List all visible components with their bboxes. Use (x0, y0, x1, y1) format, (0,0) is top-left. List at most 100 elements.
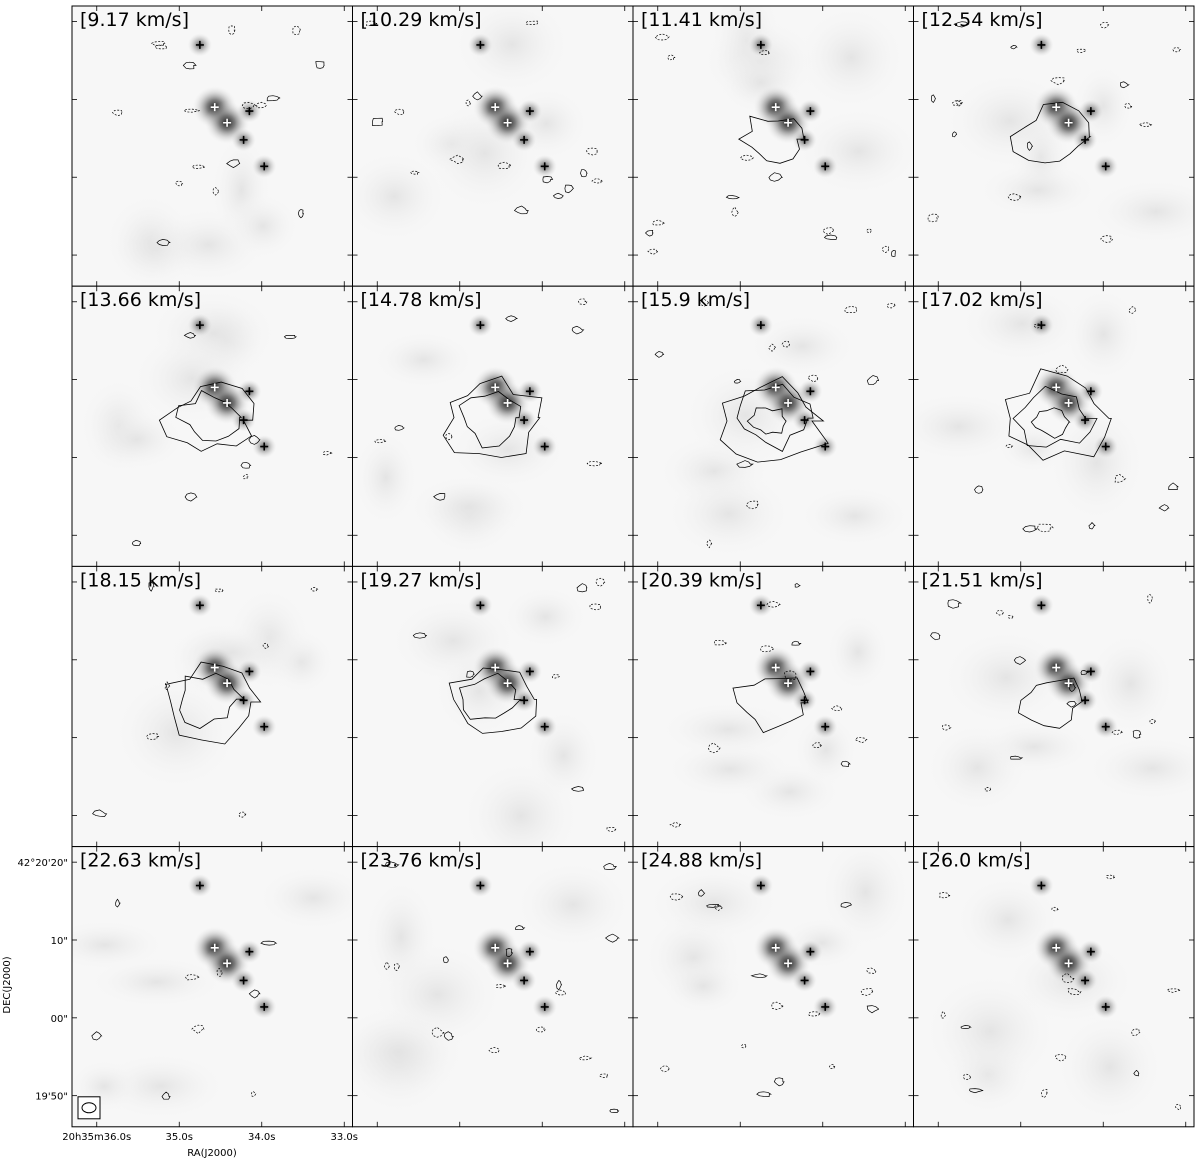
contour-dashed (212, 187, 220, 196)
source-marker (1101, 1002, 1110, 1011)
contour-dashed (927, 213, 940, 223)
source-marker (784, 959, 793, 968)
contour-dashed (366, 20, 379, 26)
contour-dashed (1131, 1028, 1142, 1036)
channel-panel: [21.51 km/s] (913, 565, 1195, 848)
contour-solid (576, 583, 588, 593)
contour-dashed (939, 892, 952, 899)
contour-solid (866, 375, 880, 386)
contour-dashed (741, 1043, 747, 1049)
source-marker (540, 162, 549, 171)
panel-grid: [9.17 km/s] [10.29 km/s] [11.41 km/s] [12.5… (71, 5, 1195, 1128)
contour-solid (183, 332, 197, 339)
source-marker (223, 398, 232, 407)
contour-solid (442, 375, 543, 458)
source-marker (1081, 696, 1090, 705)
contour-solid (570, 786, 584, 792)
contour-dashed (1051, 906, 1059, 912)
source-marker (806, 107, 815, 116)
contour-dashed (242, 474, 249, 480)
contour-solid (165, 661, 262, 745)
channel-panel: [24.88 km/s] (632, 846, 914, 1128)
contour-dashed (1114, 474, 1127, 483)
velocity-label: [14.78 km/s] (361, 289, 482, 311)
background-haze (448, 411, 568, 489)
contour-solid (746, 407, 787, 435)
x-tick-label: 20h35m36.0s (62, 1132, 131, 1143)
source-marker (195, 321, 204, 330)
contour-solid (443, 956, 449, 964)
source-marker (491, 663, 500, 672)
contour-dashed (150, 41, 166, 46)
contour-dashed (374, 438, 387, 444)
contour-solid (1158, 504, 1170, 512)
source-marker (1064, 118, 1073, 127)
contour-solid (240, 461, 252, 469)
contour-dashed (589, 603, 602, 611)
contour-dashed (647, 248, 659, 255)
contour-dashed (111, 109, 124, 117)
contour-dashed (1036, 523, 1054, 533)
background-haze (112, 674, 241, 791)
background-haze (452, 6, 572, 95)
source-marker (245, 107, 254, 116)
background-haze (72, 919, 166, 971)
source-marker (210, 663, 219, 672)
contour-solid (791, 640, 802, 646)
contour-dashed (812, 742, 823, 749)
contour-solid (736, 383, 814, 452)
velocity-label: [10.29 km/s] (361, 9, 482, 31)
source-marker (1086, 387, 1095, 396)
velocity-label: [23.76 km/s] (361, 850, 482, 872)
background-haze (793, 713, 859, 787)
source-marker (260, 162, 269, 171)
source-marker (1052, 103, 1061, 112)
contour-dashed (586, 461, 603, 467)
contour-dashed (578, 1055, 593, 1061)
contour-solid (394, 425, 405, 431)
source-marker (520, 135, 529, 144)
background-haze (796, 6, 907, 111)
contour-dashed (713, 640, 728, 646)
background-haze (1088, 178, 1194, 245)
contour-solid (1088, 521, 1096, 530)
source-marker (821, 162, 830, 171)
panel-frame (913, 846, 1195, 1128)
contour-dashed (940, 1010, 947, 1019)
contour-dashed (1147, 594, 1153, 604)
source-marker (1064, 679, 1073, 688)
channel-panel: [17.02 km/s] (913, 285, 1195, 567)
contour-dashed (886, 303, 897, 309)
contour-solid (1010, 45, 1018, 50)
source-marker (223, 118, 232, 127)
contour-dashed (241, 102, 257, 110)
contour-dashed (1054, 1054, 1068, 1062)
contour-solid (891, 250, 896, 257)
contour-solid (1022, 525, 1039, 533)
source-marker (1081, 135, 1090, 144)
source-marker (491, 943, 500, 952)
contour-solid (513, 205, 529, 215)
velocity-label: [24.88 km/s] (641, 850, 762, 872)
channel-panel: [12.54 km/s] (913, 5, 1195, 287)
contour-dashed (771, 1001, 785, 1010)
source-marker (520, 976, 529, 985)
contour-solid (1168, 482, 1179, 490)
contour-dashed (708, 742, 721, 754)
source-marker (1037, 321, 1046, 330)
contour-solid (283, 335, 297, 339)
source-marker (806, 387, 815, 396)
contour-solid (1012, 385, 1098, 448)
contour-dashed (768, 343, 777, 352)
background-haze (664, 469, 793, 559)
contour-dashed (1124, 102, 1133, 109)
source-marker (520, 416, 529, 425)
contour-dashed (1099, 21, 1110, 29)
contour-dashed (866, 228, 873, 233)
contour-dashed (941, 724, 952, 731)
source-marker (800, 976, 809, 985)
contour-solid (158, 381, 255, 452)
contour-solid (1013, 656, 1027, 665)
contour-dashed (713, 904, 724, 911)
source-marker (771, 103, 780, 112)
